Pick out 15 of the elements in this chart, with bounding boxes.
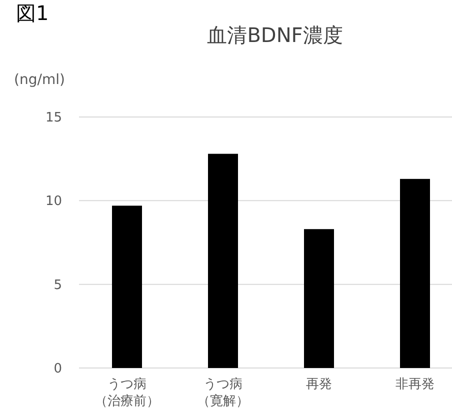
y-tick-label: 5: [54, 278, 62, 293]
bar: [112, 206, 142, 368]
x-tick-label: 非再発: [396, 377, 434, 392]
bar: [208, 154, 238, 368]
caption: 図1: [16, 1, 49, 25]
bar: [304, 229, 334, 368]
y-tick-label: 10: [45, 194, 62, 210]
y-axis-title: (ng/ml): [14, 72, 65, 88]
x-tick-label: うつ病（治療前）: [94, 377, 160, 409]
bar: [400, 178, 430, 368]
x-tick-label: 再発: [306, 377, 332, 392]
y-tick-label: 0: [54, 362, 62, 377]
chart-title: 血清BDNF濃度: [207, 23, 343, 47]
x-tick-label: うつ病（寛解）: [197, 377, 249, 409]
y-tick-label: 15: [45, 110, 62, 126]
